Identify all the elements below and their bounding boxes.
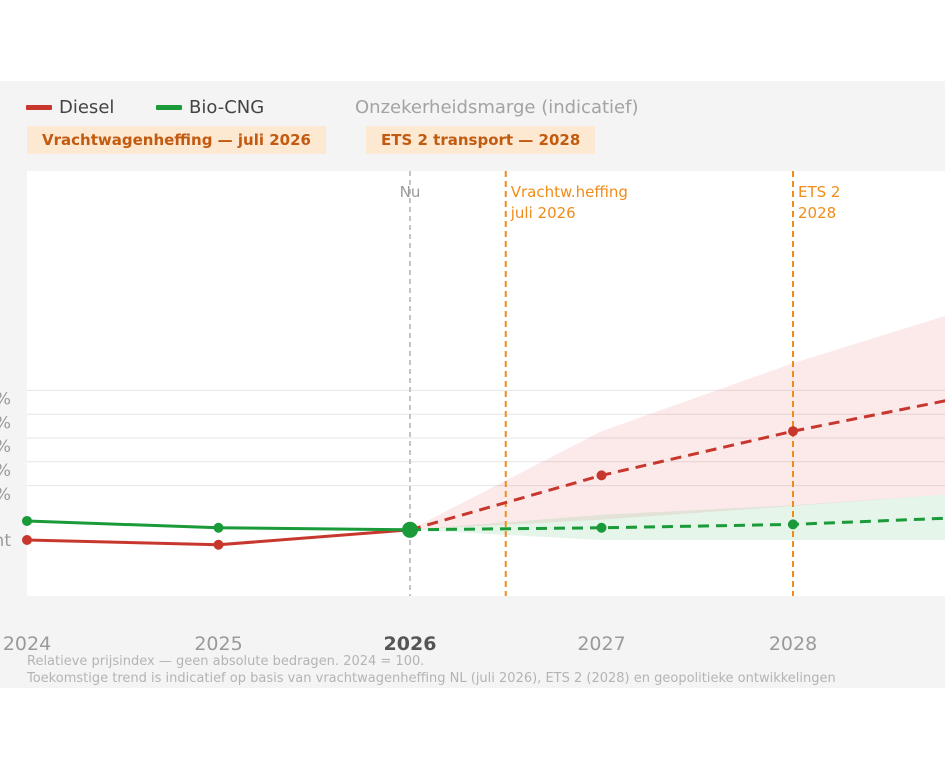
y-tick-label-1: % xyxy=(0,413,11,433)
point-diesel-2027 xyxy=(596,470,607,481)
line-forecast-bio-cng xyxy=(409,516,945,532)
x-tick-label-2027: 2027 xyxy=(577,633,625,655)
point-diesel-2024 xyxy=(22,535,32,545)
legend-item-diesel: Diesel xyxy=(26,97,114,118)
y-tick-label-5: nt xyxy=(0,531,11,551)
marker-label-vrachtw-heffing-1: juli 2026 xyxy=(510,204,576,222)
point-bio-cng-2024 xyxy=(22,515,32,526)
point-now xyxy=(402,521,418,538)
badge-vrachtwagenheffing: Vrachtwagenheffing — juli 2026 xyxy=(27,126,326,154)
marker-label-ets-2-1: 2028 xyxy=(798,204,836,222)
y-tick-label-4: % xyxy=(0,485,11,505)
badge-ets2: ETS 2 transport — 2028 xyxy=(366,126,596,154)
x-tick-label-2024: 2024 xyxy=(3,633,51,655)
point-bio-cng-2027 xyxy=(596,522,607,533)
legend-label-diesel: Diesel xyxy=(59,97,115,118)
diesel-swatch xyxy=(26,105,52,110)
point-diesel-2028 xyxy=(788,426,798,437)
legend-label-biocng: Bio-CNG xyxy=(189,97,265,118)
line-forecast-diesel xyxy=(409,399,945,532)
point-diesel-2025 xyxy=(213,539,224,550)
footnote-1: Relatieve prijsindex — geen absolute bed… xyxy=(27,654,425,669)
y-tick-label-0: % xyxy=(0,390,11,410)
legend-item-biocng: Bio-CNG xyxy=(156,97,264,118)
x-tick-label-2028: 2028 xyxy=(769,633,817,655)
point-bio-cng-2028 xyxy=(788,519,798,530)
y-tick-label-3: % xyxy=(0,461,11,481)
x-tick-label-2025: 2025 xyxy=(194,633,242,655)
x-tick-label-2026: 2026 xyxy=(384,633,437,655)
y-tick-label-2: % xyxy=(0,437,11,457)
marker-label-ets-2-0: ETS 2 xyxy=(798,183,840,201)
biocng-swatch xyxy=(156,105,182,110)
footnote-2: Toekomstige trend is indicatief op basis… xyxy=(27,671,836,686)
marker-label-vrachtw-heffing-0: Vrachtw.heffing xyxy=(511,183,628,201)
marker-label-nu-0: Nu xyxy=(400,183,421,201)
band-diesel xyxy=(410,315,945,530)
legend-item-uncertainty: Onzekerheidsmarge (indicatief) xyxy=(355,97,639,118)
point-bio-cng-2025 xyxy=(213,522,224,533)
